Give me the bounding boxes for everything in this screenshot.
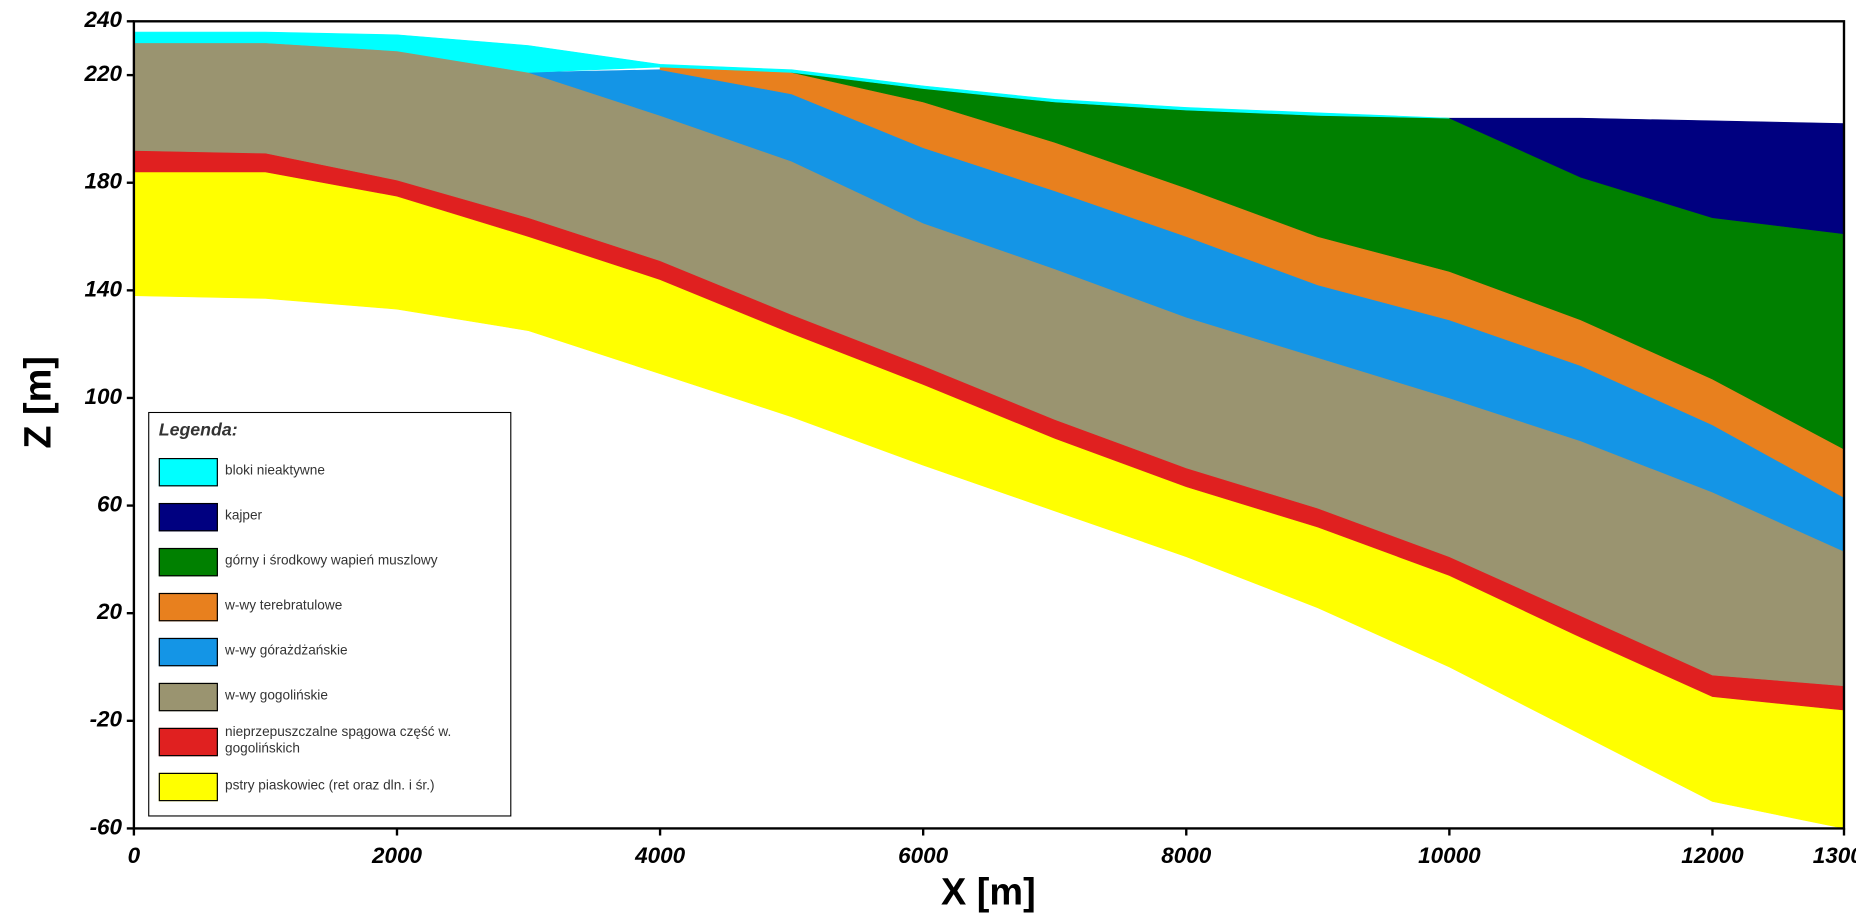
legend-label: pstry piaskowiec (ret oraz dln. i śr.) [225, 778, 435, 794]
legend-entry: w-wy gogolińskie [158, 675, 501, 720]
legend-title: Legenda: [158, 420, 238, 441]
layer-band [133, 31, 1450, 119]
legend-label: nieprzepuszczalne spągowa część w. gogol… [225, 725, 452, 757]
y-tick-label: 240 [84, 7, 123, 32]
y-tick-label: 180 [85, 169, 123, 194]
x-axis-label: X [m] [941, 872, 1036, 914]
legend-swatch [158, 547, 218, 577]
legend-swatch [158, 682, 218, 712]
plot-frame [132, 20, 1846, 830]
legend-label: kajper [225, 508, 263, 524]
legend-swatch [158, 637, 218, 667]
y-tick-label: 140 [85, 276, 123, 301]
x-tick-label: 4000 [634, 843, 685, 868]
legend-swatch [158, 592, 218, 622]
legend-entry: kajper [158, 495, 501, 540]
legend-label: w-wy górażdżańskie [225, 643, 348, 659]
legend-entry: pstry piaskowiec (ret oraz dln. i śr.) [158, 765, 501, 810]
x-tick-label: 13000 [1813, 843, 1856, 868]
legend-label: w-wy terebratulowe [225, 598, 343, 614]
y-tick-label: -20 [90, 707, 123, 732]
x-tick-label: 0 [128, 843, 141, 868]
legend-label: bloki nieaktywne [225, 464, 325, 479]
y-tick-label: 100 [85, 384, 123, 409]
legend-container: Legenda: bloki nieaktywne kajper górny i śr… [148, 411, 512, 817]
legend-swatch [158, 727, 218, 757]
legend-swatch [158, 772, 218, 802]
x-tick-label: 2000 [371, 843, 422, 868]
x-tick-label: 10000 [1418, 843, 1481, 868]
legend-entry: w-wy górażdżańskie [158, 630, 501, 675]
legend-label: górny i środkowy wapień muszlowy [225, 553, 438, 569]
legend-entry: górny i środkowy wapień muszlowy [158, 540, 501, 585]
y-axis-label: Z [m] [17, 356, 59, 449]
legend-label: w-wy gogolińskie [225, 688, 328, 704]
y-tick-label: 220 [84, 61, 123, 86]
legend-swatch [158, 502, 218, 532]
legend: Legenda: bloki nieaktywne kajper górny i śr… [148, 411, 512, 817]
legend-entry: w-wy terebratulowe [158, 585, 501, 630]
y-tick-label: 60 [97, 492, 122, 517]
legend-entry: bloki nieaktywne [158, 450, 501, 495]
y-tick-label: 20 [96, 599, 122, 624]
legend-entry: nieprzepuszczalne spągowa część w. gogol… [158, 720, 501, 765]
y-tick-label: -60 [90, 814, 123, 839]
x-tick-label: 8000 [1161, 843, 1211, 868]
x-tick-label: 12000 [1681, 843, 1744, 868]
legend-swatch [158, 458, 218, 487]
x-tick-label: 6000 [898, 843, 948, 868]
